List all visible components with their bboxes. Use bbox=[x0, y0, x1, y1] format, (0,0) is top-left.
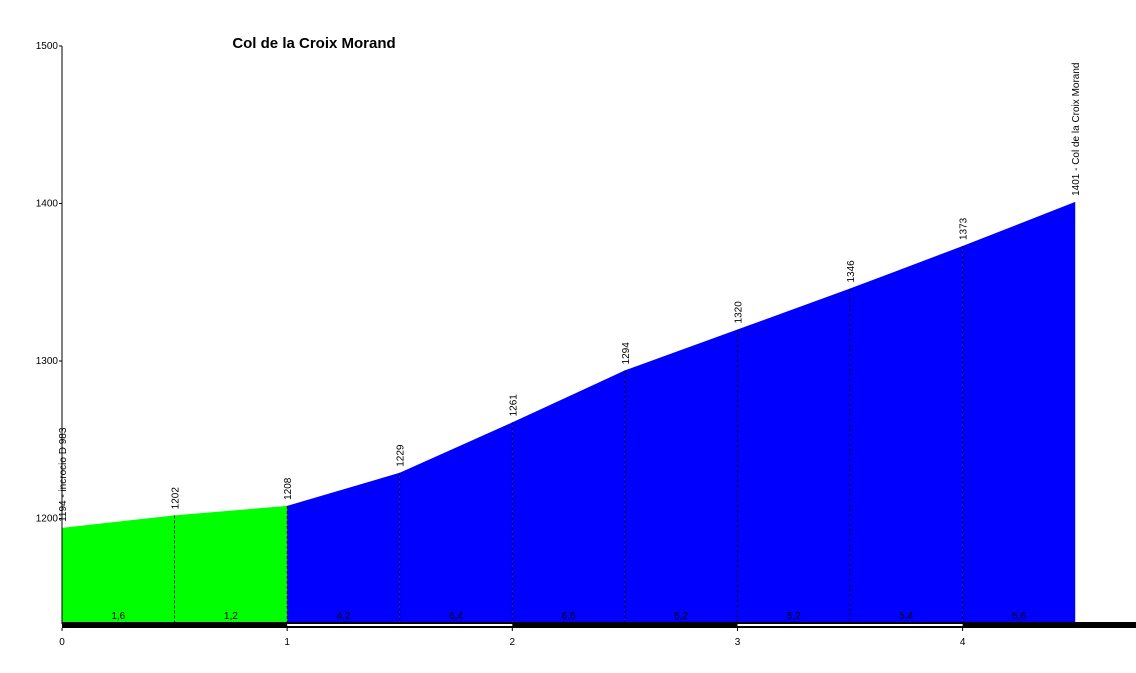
profile-segment bbox=[174, 505, 288, 624]
point-label: 1401 - Col de la Croix Morand bbox=[1071, 63, 1082, 196]
profile-segment bbox=[287, 472, 400, 624]
gradient-label: 5,2 bbox=[787, 611, 801, 622]
chart-title: Col de la Croix Morand bbox=[232, 35, 395, 52]
x-tick-label: 2 bbox=[510, 637, 516, 648]
point-label: 1373 bbox=[959, 217, 970, 240]
point-label: 1202 bbox=[171, 487, 182, 510]
point-label: 1320 bbox=[733, 301, 744, 324]
profile-segment bbox=[737, 288, 851, 624]
x-tick-label: 1 bbox=[284, 637, 290, 648]
gradient-label: 5,2 bbox=[674, 611, 688, 622]
distance-band bbox=[287, 624, 513, 626]
profile-segment bbox=[512, 370, 625, 624]
gradient-label: 1,2 bbox=[224, 611, 238, 622]
x-tick-label: 0 bbox=[59, 637, 65, 648]
point-label: 1346 bbox=[846, 260, 857, 283]
profile-segment bbox=[850, 246, 963, 624]
y-tick-label: 1200 bbox=[36, 513, 59, 524]
gradient-label: 6,4 bbox=[449, 611, 463, 622]
gradient-label: 6,6 bbox=[562, 611, 576, 622]
distance-bar bbox=[62, 622, 1136, 628]
x-tick-label: 4 bbox=[960, 637, 966, 648]
distance-band bbox=[737, 624, 963, 626]
point-label: 1294 bbox=[621, 342, 632, 365]
y-tick-label: 1400 bbox=[36, 198, 59, 209]
point-label: 1208 bbox=[283, 477, 294, 500]
profile-segment bbox=[62, 515, 175, 624]
y-tick-label: 1300 bbox=[36, 356, 59, 367]
y-tick-label: 1500 bbox=[36, 41, 59, 52]
profile-segment bbox=[962, 201, 1076, 624]
gradient-label: 5,4 bbox=[899, 611, 913, 622]
profile-segment bbox=[624, 329, 738, 624]
profile-segment bbox=[399, 422, 513, 624]
point-label: 1229 bbox=[396, 444, 407, 467]
gradient-label: 5,6 bbox=[1012, 611, 1026, 622]
gradient-label: 1,6 bbox=[111, 611, 125, 622]
gradient-label: 4,2 bbox=[336, 611, 350, 622]
point-label: 1194 - incrocio D 983 bbox=[58, 427, 69, 522]
x-tick-label: 3 bbox=[735, 637, 741, 648]
point-label: 1261 bbox=[508, 394, 519, 417]
